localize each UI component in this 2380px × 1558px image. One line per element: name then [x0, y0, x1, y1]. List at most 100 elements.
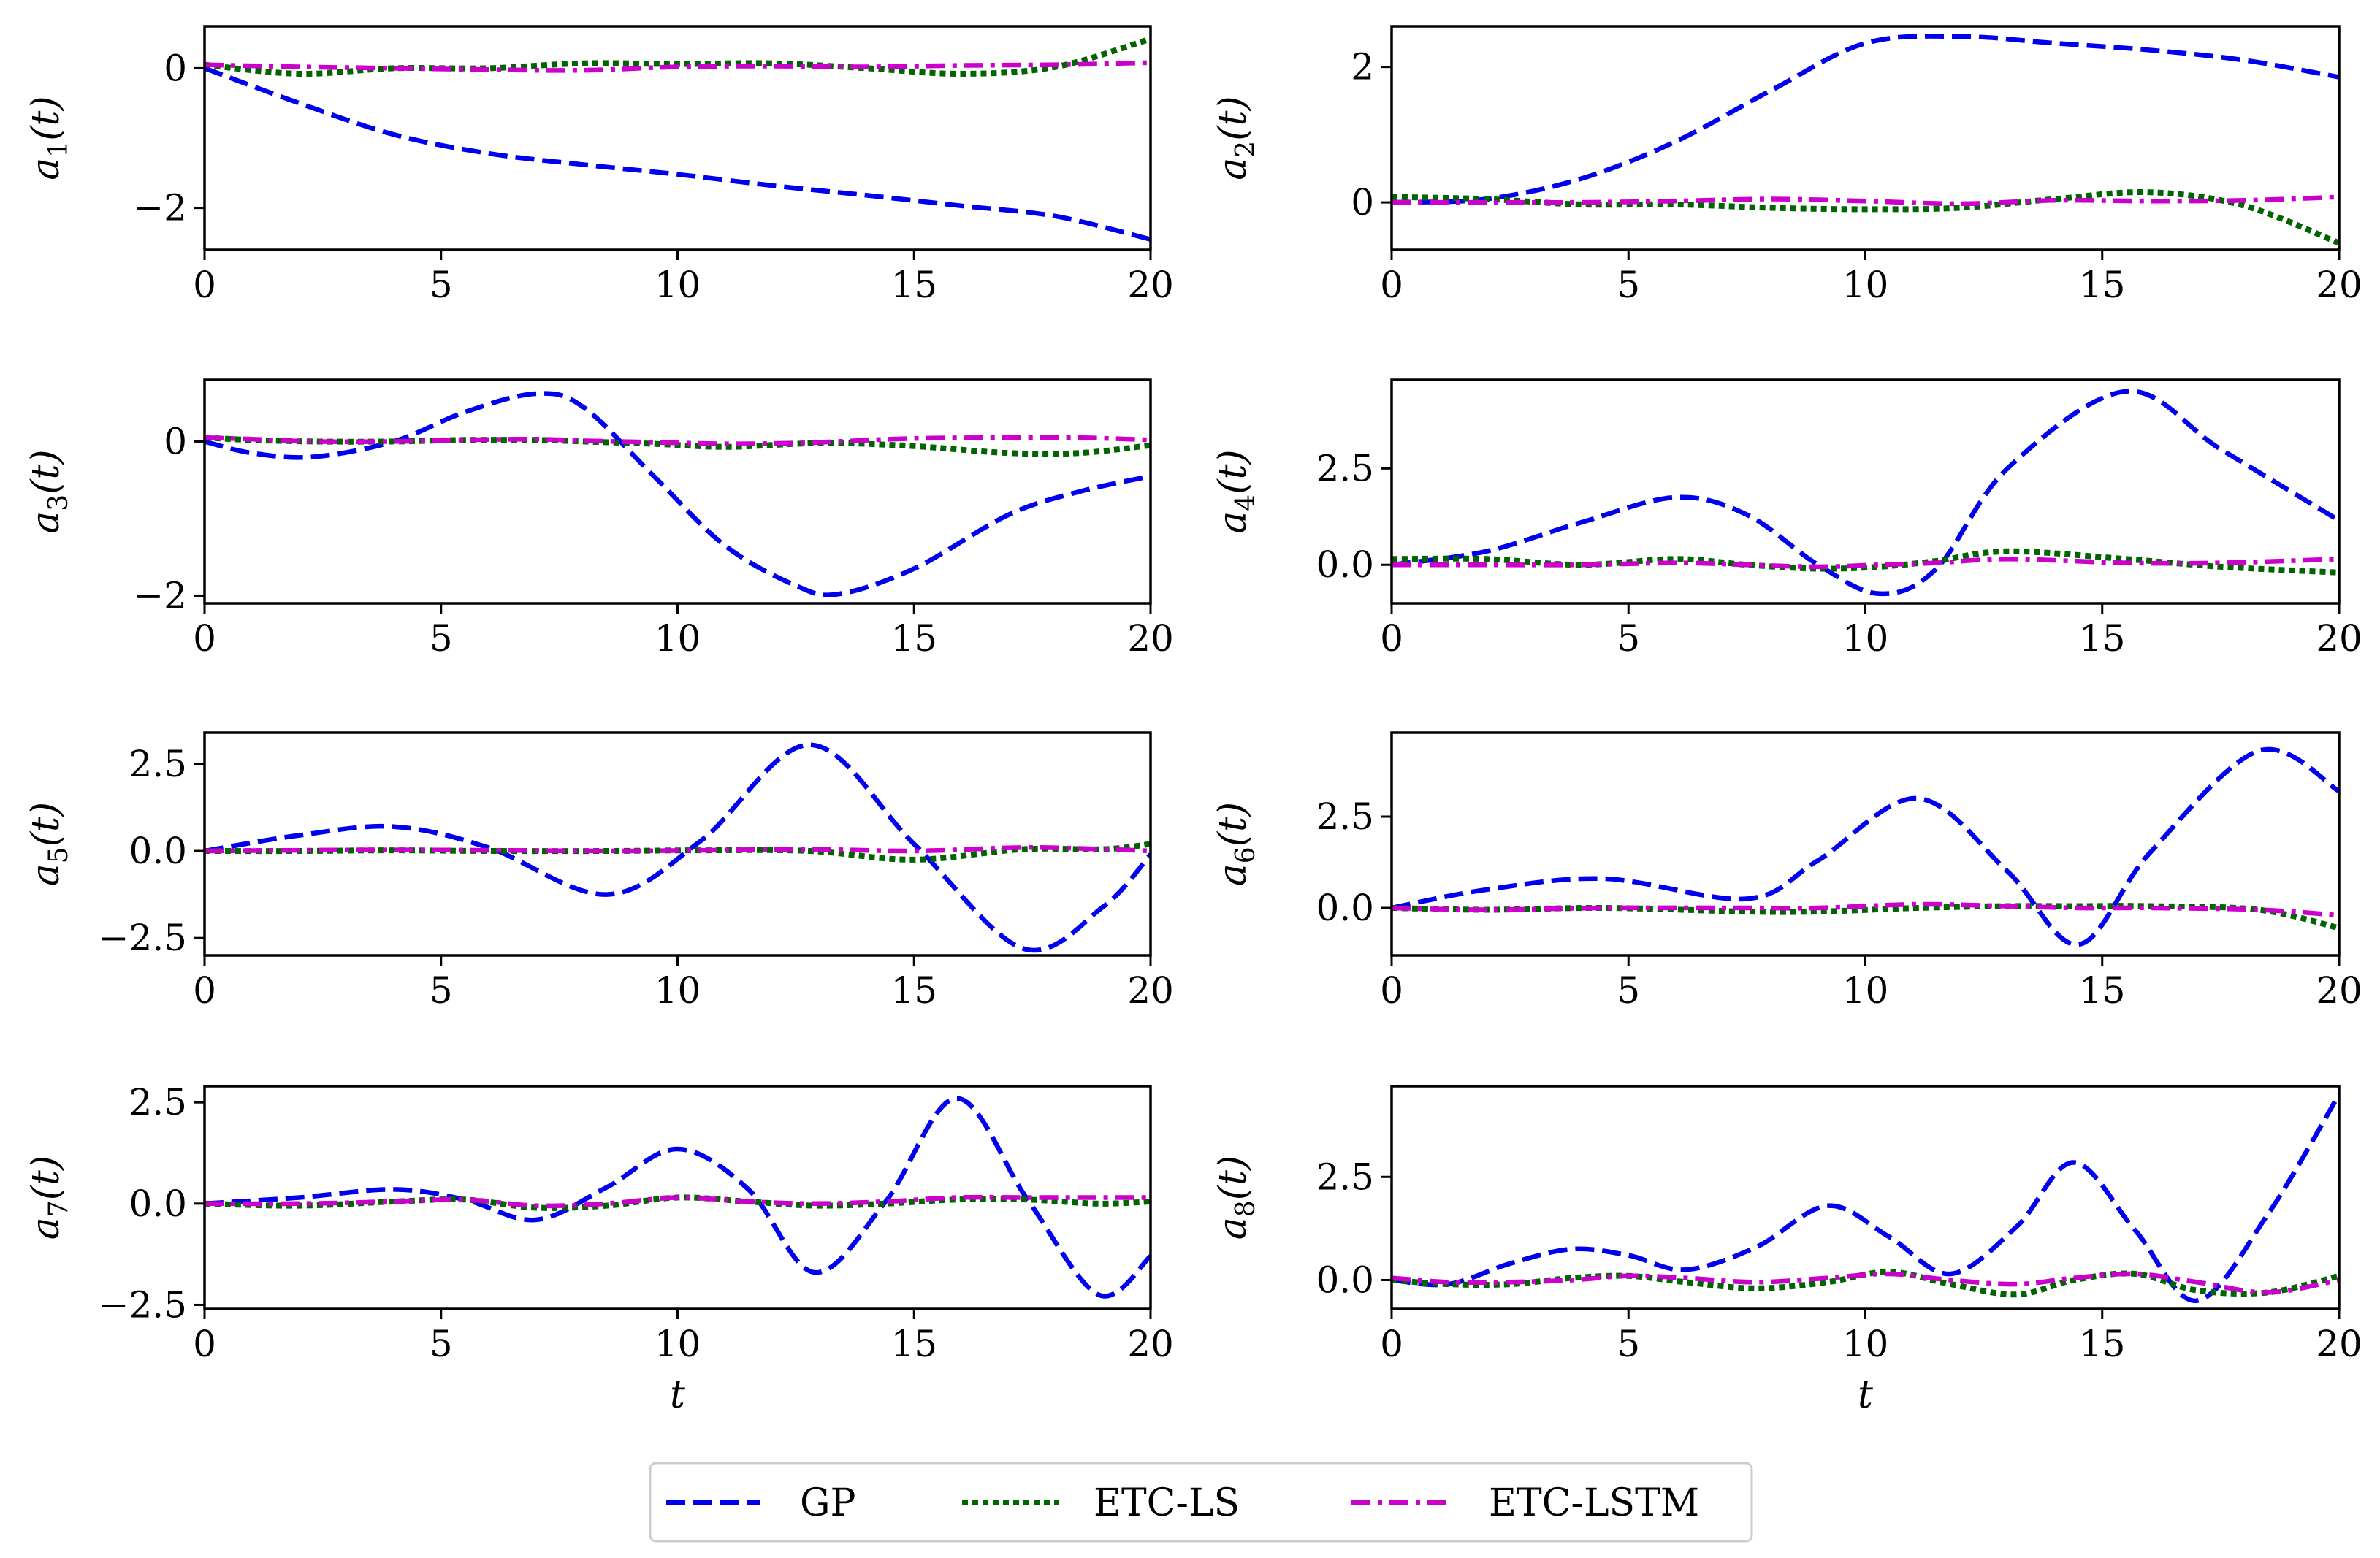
series-gp-line — [1392, 34, 2339, 205]
x-tick-label: 0 — [193, 969, 216, 1012]
y-tick-label: 2.5 — [129, 1081, 187, 1123]
y-tick-label: 0.0 — [1316, 1259, 1374, 1301]
subplot-8: 0 5 10 15 20 2.5 0.0 a8(t) t — [1211, 1085, 2362, 1417]
x-tick-label: 20 — [1127, 969, 1174, 1012]
series-etc-lstm-line — [205, 60, 1151, 73]
y-tick-label: −2 — [133, 187, 187, 229]
series-gp-line — [1392, 746, 2339, 947]
series-etc-lstm-line — [1392, 1271, 2339, 1295]
x-tick-label: 20 — [2316, 617, 2362, 660]
series-gp-line — [1392, 1093, 2339, 1303]
series-etc-ls-line — [205, 1194, 1151, 1211]
x-tick-label: 5 — [430, 264, 453, 306]
x-tick-label: 10 — [655, 1323, 701, 1365]
plot-frame — [1390, 25, 2341, 251]
subplot-6: 0 5 10 15 20 2.5 0.0 a6(t) — [1211, 731, 2362, 1012]
x-tick-label: 15 — [890, 617, 937, 660]
series-etc-lstm-line — [205, 1194, 1151, 1209]
x-tick-label: 10 — [1842, 264, 1889, 306]
x-tick-label: 0 — [193, 264, 216, 306]
legend-label-etc-ls: ETC-LS — [1094, 1481, 1240, 1525]
x-tick-label: 0 — [193, 617, 216, 660]
y-tick-label: −2.5 — [99, 917, 187, 959]
series-etc-ls-line — [1392, 903, 2339, 931]
series-etc-lstm-line — [205, 844, 1151, 854]
series-etc-lstm-line — [205, 435, 1151, 446]
plot-frame — [203, 731, 1152, 957]
y-tick-label: 2.5 — [129, 743, 187, 785]
y-axis-label: a4(t) — [1211, 449, 1261, 533]
x-tick-label: 15 — [2079, 1323, 2126, 1365]
plot-frame — [203, 378, 1152, 605]
x-tick-label: 15 — [2079, 264, 2126, 306]
legend-frame — [649, 1462, 1753, 1543]
y-tick-label: 2.5 — [1316, 795, 1374, 838]
series-etc-ls-line — [1392, 188, 2339, 246]
series-etc-ls-line — [205, 435, 1151, 457]
x-tick-label: 20 — [1127, 617, 1174, 660]
x-tick-label: 0 — [193, 1323, 216, 1365]
subplot-3: 0 5 10 15 200−2a3(t) — [24, 378, 1174, 660]
y-tick-label: 0.0 — [129, 830, 187, 872]
x-tick-label: 0 — [1380, 969, 1403, 1012]
y-tick-label: −2 — [133, 574, 187, 616]
x-tick-label: 10 — [1842, 1323, 1889, 1365]
x-tick-label: 15 — [2079, 617, 2126, 660]
y-tick-label: 0 — [164, 420, 187, 462]
y-axis-label: a3(t) — [24, 449, 74, 533]
x-axis-label: t — [670, 1373, 685, 1417]
x-tick-label: 15 — [2079, 969, 2126, 1012]
x-tick-label: 20 — [1127, 264, 1174, 306]
x-tick-label: 0 — [1380, 1323, 1403, 1365]
x-tick-label: 15 — [890, 1323, 937, 1365]
x-tick-label: 10 — [655, 264, 701, 306]
legend: GP ETC-LS ETC-LSTM — [649, 1462, 1753, 1543]
y-axis-label: a2(t) — [1211, 96, 1261, 180]
plot-frame — [1390, 731, 2341, 957]
y-axis-label: a1(t) — [24, 96, 74, 180]
x-tick-label: 20 — [2316, 1323, 2362, 1365]
y-tick-label: 0.0 — [129, 1183, 187, 1225]
series-etc-lstm-line — [1392, 901, 2339, 918]
series-gp-line — [205, 391, 1151, 597]
x-tick-label: 10 — [655, 969, 701, 1012]
x-tick-label: 0 — [1380, 617, 1403, 660]
subplot-4: 0 5 10 15 20 2.5 0.0 a4(t) — [1211, 378, 2362, 660]
subplot-1: 0 5 10 15 200−2a1(t) — [24, 25, 1174, 306]
legend-label-etc-lstm: ETC-LSTM — [1489, 1481, 1699, 1525]
legend-label-gp: GP — [800, 1481, 856, 1525]
series-gp-line — [205, 1096, 1151, 1299]
x-tick-label: 5 — [1617, 969, 1640, 1012]
x-tick-label: 5 — [1617, 264, 1640, 306]
x-axis-label: t — [1858, 1373, 1873, 1417]
y-tick-label: 2.5 — [1316, 1156, 1374, 1198]
y-tick-label: 0.0 — [1316, 887, 1374, 929]
series-gp-line — [205, 742, 1151, 953]
subplot-7: 0 5 10 15 20 2.5 0.0 −2.5 a7(t) t — [24, 1081, 1174, 1417]
y-tick-label: 2.5 — [1316, 447, 1374, 489]
x-tick-label: 0 — [1380, 264, 1403, 306]
series-etc-lstm-line — [1392, 557, 2339, 570]
series-etc-ls-line — [205, 36, 1151, 77]
x-tick-label: 20 — [2316, 264, 2362, 306]
x-tick-label: 10 — [655, 617, 701, 660]
series-gp-line — [205, 66, 1151, 242]
plot-frame — [203, 25, 1152, 251]
y-axis-label: a8(t) — [1211, 1156, 1261, 1240]
x-tick-label: 20 — [1127, 1323, 1174, 1365]
y-tick-label: −2.5 — [99, 1283, 187, 1326]
x-tick-label: 15 — [890, 264, 937, 306]
x-tick-label: 5 — [1617, 1323, 1640, 1365]
y-axis-label: a7(t) — [24, 1156, 74, 1240]
x-tick-label: 15 — [890, 969, 937, 1012]
x-tick-label: 10 — [1842, 617, 1889, 660]
y-tick-label: 0.0 — [1316, 543, 1374, 586]
x-tick-label: 5 — [430, 969, 453, 1012]
x-tick-label: 20 — [2316, 969, 2362, 1012]
y-tick-label: 0 — [164, 47, 187, 89]
y-axis-label: a5(t) — [24, 802, 74, 886]
subplot-5: 0 5 10 15 20 2.5 0.0 −2.5 a5(t) — [24, 731, 1174, 1012]
y-tick-label: 0 — [1351, 181, 1374, 224]
